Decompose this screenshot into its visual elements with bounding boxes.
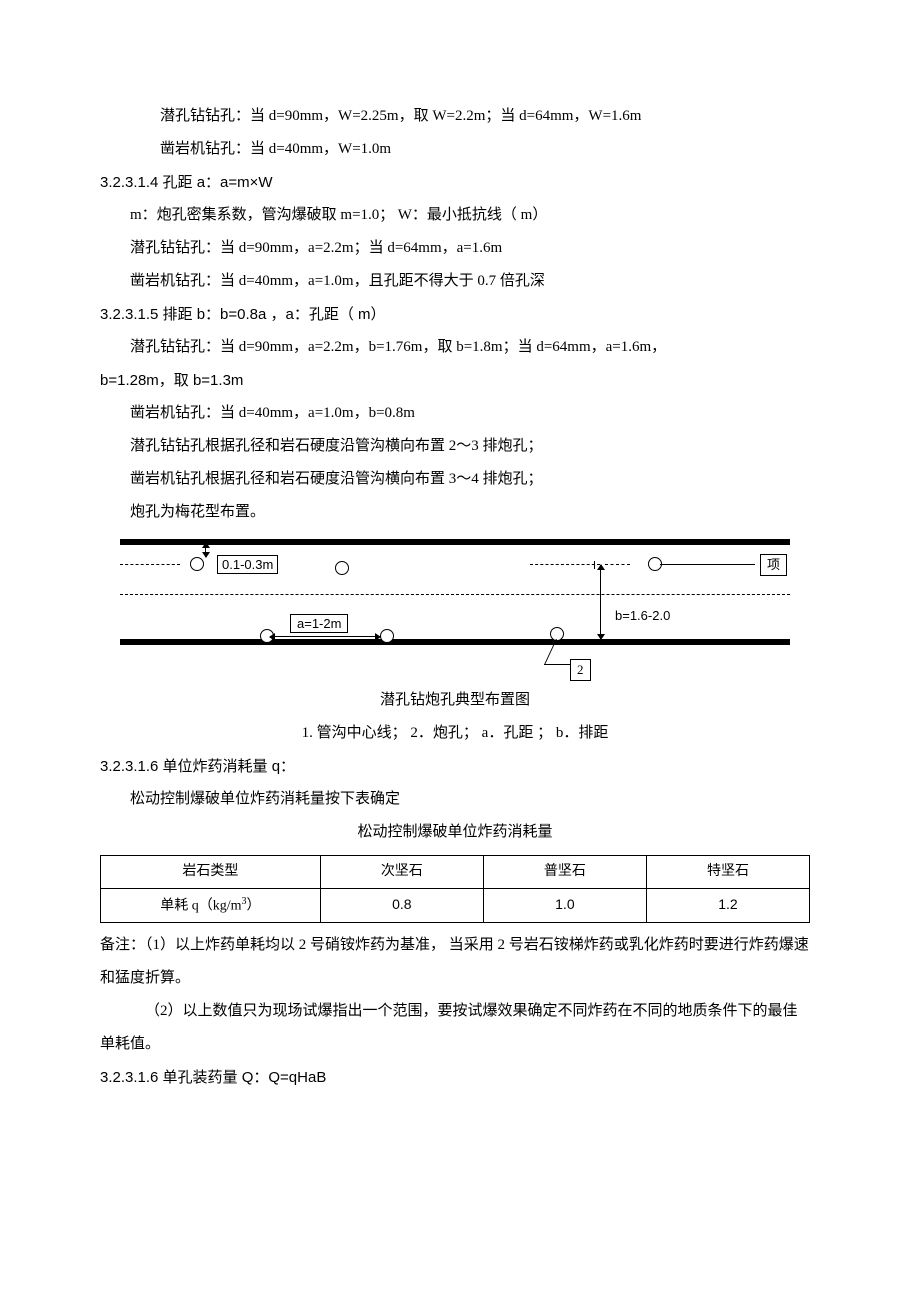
callout-2: 2 bbox=[570, 659, 591, 681]
centerline-dashed bbox=[120, 594, 790, 595]
cell-text: 单耗 q（kg/m bbox=[160, 898, 241, 913]
a-arrow bbox=[270, 636, 380, 637]
gap-arrow bbox=[205, 543, 206, 557]
text-line: 凿岩机钻孔：当 d=40mm，a=1.0m，b=0.8m bbox=[100, 397, 810, 430]
text-line: 潜孔钻钻孔：当 d=90mm，a=2.2m，b=1.76m，取 b=1.8m；当… bbox=[100, 331, 810, 364]
th: 岩石类型 bbox=[101, 856, 321, 889]
text-line: 松动控制爆破单位炸药消耗量按下表确定 bbox=[100, 783, 810, 816]
trench-edge-bottom bbox=[120, 639, 790, 645]
tick bbox=[594, 561, 595, 569]
th: 特坚石 bbox=[646, 856, 809, 889]
table-row: 岩石类型 次坚石 普坚石 特坚石 bbox=[101, 856, 810, 889]
guide-dash bbox=[120, 564, 180, 565]
hole-circle bbox=[380, 629, 394, 643]
td: 单耗 q（kg/m3） bbox=[101, 888, 321, 922]
note-text: 备注：（1）以上炸药单耗均以 2 号硝铵炸药为基准， 当采用 2 号岩石铵梯炸药… bbox=[100, 929, 810, 995]
td: 1.2 bbox=[646, 888, 809, 922]
section-heading: 3.2.3.1.4 孔距 a：a=m×W bbox=[100, 166, 810, 199]
guide-dash bbox=[605, 564, 630, 565]
figure-legend: 1. 管沟中心线； 2．炮孔； a．孔距 ； b．排距 bbox=[100, 717, 810, 750]
guide-dash bbox=[530, 564, 600, 565]
table-row: 单耗 q（kg/m3） 0.8 1.0 1.2 bbox=[101, 888, 810, 922]
hole-circle bbox=[190, 557, 204, 571]
gap-label: 0.1-0.3m bbox=[217, 555, 278, 574]
document-page: 潜孔钻钻孔：当 d=90mm，W=2.25m，取 W=2.2m；当 d=64mm… bbox=[0, 0, 920, 1303]
hole-circle bbox=[335, 561, 349, 575]
text-line: 潜孔钻钻孔：当 d=90mm，W=2.25m，取 W=2.2m；当 d=64mm… bbox=[100, 100, 810, 133]
section-heading: 3.2.3.1.5 排距 b：b=0.8a ，a：孔距（ m） bbox=[100, 298, 810, 331]
b-label: b=1.6-2.0 bbox=[615, 609, 670, 622]
side-label: 项 bbox=[760, 554, 787, 576]
table-caption: 松动控制爆破单位炸药消耗量 bbox=[100, 816, 810, 849]
trench-edge-top bbox=[120, 539, 790, 545]
cell-text: ） bbox=[247, 898, 261, 913]
text-line: 潜孔钻钻孔：当 d=90mm，a=2.2m；当 d=64mm，a=1.6m bbox=[100, 232, 810, 265]
note-text: （2）以上数值只为现场试爆指出一个范围，要按试爆效果确定不同炸药在不同的地质条件… bbox=[100, 995, 810, 1061]
b-arrow bbox=[600, 565, 601, 639]
section-heading: 3.2.3.1.6 单孔装药量 Q：Q=qHaB bbox=[100, 1061, 810, 1094]
a-label: a=1-2m bbox=[290, 614, 348, 633]
section-heading: 3.2.3.1.6 单位炸药消耗量 q： bbox=[100, 750, 810, 783]
text-line: 凿岩机钻孔：当 d=40mm，a=1.0m，且孔距不得大于 0.7 倍孔深 bbox=[100, 265, 810, 298]
borehole-layout-diagram: 0.1-0.3m a=1-2m b=1.6-2.0 2 项 bbox=[120, 539, 790, 679]
th: 普坚石 bbox=[483, 856, 646, 889]
td: 1.0 bbox=[483, 888, 646, 922]
text-line: m：炮孔密集系数，管沟爆破取 m=1.0； W：最小抵抗线（ m） bbox=[100, 199, 810, 232]
leader-line bbox=[660, 564, 755, 565]
th: 次坚石 bbox=[320, 856, 483, 889]
text-line: 凿岩机钻孔：当 d=40mm，W=1.0m bbox=[100, 133, 810, 166]
text-line: 炮孔为梅花型布置。 bbox=[100, 496, 810, 529]
text-line: 潜孔钻钻孔根据孔径和岩石硬度沿管沟横向布置 2～3 排炮孔； bbox=[100, 430, 810, 463]
text-line: b=1.28m，取 b=1.3m bbox=[100, 364, 810, 397]
td: 0.8 bbox=[320, 888, 483, 922]
figure-caption: 潜孔钻炮孔典型布置图 bbox=[100, 684, 810, 717]
consumption-table: 岩石类型 次坚石 普坚石 特坚石 单耗 q（kg/m3） 0.8 1.0 1.2 bbox=[100, 855, 810, 923]
text-line: 凿岩机钻孔根据孔径和岩石硬度沿管沟横向布置 3～4 排炮孔； bbox=[100, 463, 810, 496]
